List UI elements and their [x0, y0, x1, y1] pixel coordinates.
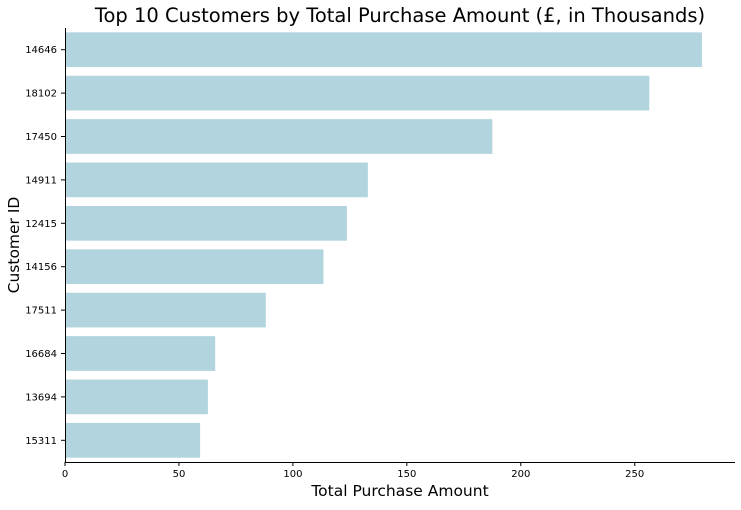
bar-12415: [65, 205, 347, 241]
y-tick-label: 18102: [25, 89, 57, 100]
x-axis-label: Total Purchase Amount: [310, 482, 488, 500]
bar-17450: [65, 119, 493, 154]
y-tick-label: 17450: [25, 132, 57, 143]
y-tick-label: 14646: [25, 45, 57, 56]
bar-13694: [65, 379, 208, 415]
y-tick-label: 15311: [25, 436, 57, 447]
y-tick-label: 14156: [25, 262, 57, 273]
y-tick-label: 12415: [25, 219, 57, 230]
y-tick-label: 13694: [25, 392, 57, 403]
bars-layer: [65, 32, 702, 458]
bar-17511: [65, 292, 266, 328]
x-tick-label: 150: [397, 469, 416, 480]
x-tick-label: 250: [625, 469, 644, 480]
bar-14646: [65, 32, 702, 68]
y-axis-label: Customer ID: [5, 197, 23, 294]
bar-14911: [65, 162, 368, 198]
x-tick-layer: 0 50 100 150 200 250: [62, 462, 644, 480]
y-tick-layer: 14646 18102 17450 14911 12415 14156 17511 16684…: [25, 45, 65, 447]
x-tick-label: 200: [511, 469, 530, 480]
bar-18102: [65, 75, 650, 111]
bar-15311: [65, 422, 201, 458]
x-tick-label: 0: [62, 469, 68, 480]
bar-14156: [65, 249, 324, 285]
y-tick-label: 14911: [25, 175, 57, 186]
y-tick-label: 16684: [25, 349, 57, 360]
x-tick-label: 100: [283, 469, 302, 480]
y-tick-label: 17511: [25, 306, 57, 317]
bar-16684: [65, 336, 216, 371]
x-tick-label: 50: [173, 469, 186, 480]
chart-title: Top 10 Customers by Total Purchase Amoun…: [94, 4, 705, 27]
